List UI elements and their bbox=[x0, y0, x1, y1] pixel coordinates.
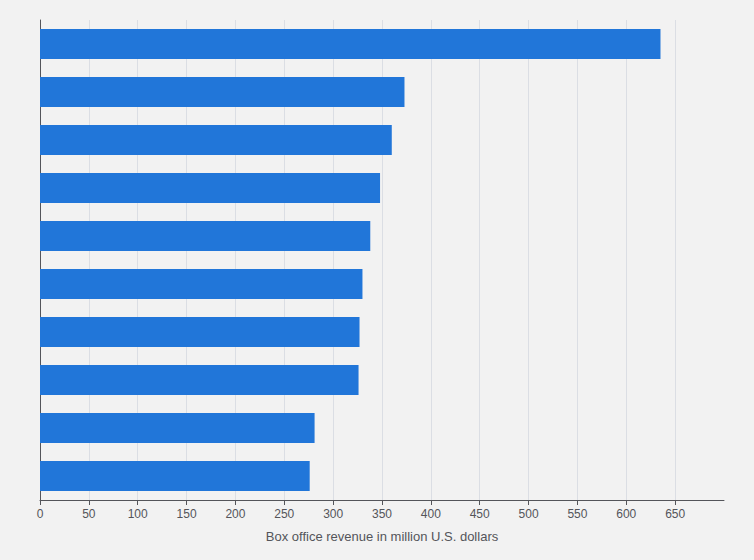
svg-text:550: 550 bbox=[567, 507, 587, 521]
svg-text:350: 350 bbox=[372, 507, 392, 521]
svg-text:Box office revenue in million: Box office revenue in million U.S. dolla… bbox=[266, 529, 499, 544]
svg-text:450: 450 bbox=[470, 507, 490, 521]
svg-text:0: 0 bbox=[37, 507, 44, 521]
svg-text:100: 100 bbox=[128, 507, 148, 521]
svg-text:150: 150 bbox=[177, 507, 197, 521]
svg-text:400: 400 bbox=[421, 507, 441, 521]
svg-text:200: 200 bbox=[225, 507, 245, 521]
svg-text:600: 600 bbox=[616, 507, 636, 521]
svg-text:50: 50 bbox=[82, 507, 96, 521]
svg-text:250: 250 bbox=[274, 507, 294, 521]
svg-text:300: 300 bbox=[323, 507, 343, 521]
svg-text:650: 650 bbox=[665, 507, 685, 521]
svg-text:500: 500 bbox=[519, 507, 539, 521]
